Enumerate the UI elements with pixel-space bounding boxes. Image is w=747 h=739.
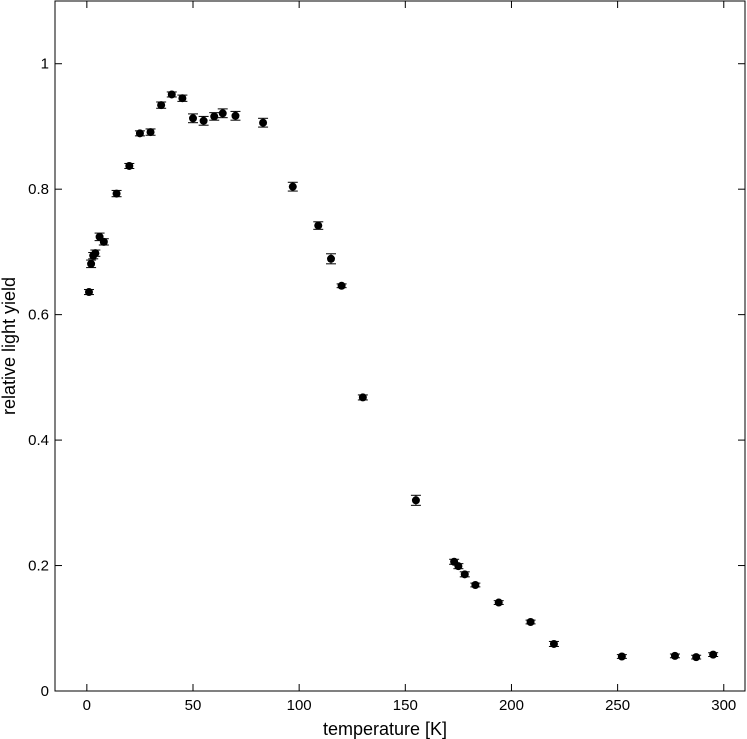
data-marker	[709, 650, 718, 659]
data-point	[145, 128, 156, 137]
data-point	[124, 161, 135, 170]
data-marker	[549, 639, 558, 648]
data-marker	[327, 254, 335, 263]
data-marker	[460, 570, 469, 579]
data-marker	[617, 652, 626, 661]
x-tick-label: 200	[499, 697, 524, 714]
y-tick-label: 0.6	[28, 307, 49, 324]
data-point	[708, 650, 719, 659]
data-marker	[670, 651, 679, 660]
data-marker	[87, 259, 96, 268]
x-axis-title: temperature [K]	[323, 719, 447, 739]
y-axis-title: relative light yield	[0, 277, 19, 415]
data-point	[134, 129, 145, 138]
y-tick-label: 0	[41, 683, 49, 700]
data-point	[83, 288, 94, 297]
data-point	[166, 90, 177, 99]
data-series	[83, 90, 719, 662]
data-point	[86, 259, 97, 269]
x-tick-label: 100	[287, 697, 312, 714]
data-marker	[157, 101, 166, 110]
y-tick-label: 0.4	[28, 432, 49, 449]
data-point	[326, 253, 336, 265]
data-point	[548, 639, 559, 648]
data-marker	[99, 237, 108, 246]
data-marker	[125, 161, 134, 170]
y-tick-label: 0.2	[28, 558, 49, 575]
data-marker	[526, 618, 535, 626]
data-marker	[358, 393, 367, 402]
data-marker	[231, 111, 240, 120]
data-point	[453, 562, 464, 571]
data-point	[177, 94, 188, 103]
x-tick-label: 300	[711, 697, 736, 714]
data-point	[98, 237, 109, 246]
data-marker	[178, 94, 187, 103]
y-tick-label: 0.8	[28, 181, 49, 198]
x-tick-label: 50	[185, 697, 202, 714]
data-marker	[494, 598, 503, 607]
data-point	[470, 580, 481, 589]
data-point	[90, 249, 101, 258]
data-marker	[314, 221, 323, 230]
data-point	[313, 221, 324, 230]
y-axis: 0 0.2 0.4 0.6 0.8 1	[28, 56, 745, 700]
plot-area	[54, 0, 746, 692]
x-tick-label: 0	[83, 697, 91, 714]
data-point	[336, 281, 347, 290]
data-point	[287, 181, 298, 192]
data-point	[669, 651, 680, 660]
data-marker	[112, 189, 121, 198]
data-marker	[454, 562, 463, 571]
data-marker	[84, 288, 93, 297]
data-point	[156, 101, 167, 110]
data-marker	[259, 118, 268, 127]
data-marker	[91, 249, 100, 258]
data-marker	[199, 116, 208, 125]
data-point	[459, 570, 470, 579]
data-marker	[411, 496, 420, 505]
data-point	[691, 653, 702, 662]
data-marker	[288, 182, 297, 191]
data-point	[357, 393, 368, 402]
data-point	[188, 113, 198, 124]
data-marker	[146, 128, 155, 137]
data-point	[410, 494, 421, 506]
data-point	[230, 110, 241, 121]
data-marker	[692, 653, 701, 662]
data-marker	[471, 580, 480, 589]
data-point	[493, 598, 504, 607]
data-marker	[337, 281, 346, 290]
data-point	[616, 652, 627, 661]
x-tick-label: 150	[393, 697, 418, 714]
data-point	[217, 108, 228, 119]
data-marker	[218, 109, 227, 118]
data-marker	[189, 114, 197, 123]
data-point	[258, 117, 269, 128]
x-tick-label: 250	[605, 697, 630, 714]
x-axis: 0 50 100 150 200 250 300	[83, 1, 736, 714]
data-point	[198, 115, 209, 126]
data-marker	[135, 129, 144, 138]
data-marker	[167, 90, 176, 99]
data-marker	[210, 112, 219, 121]
y-tick-label: 1	[41, 56, 49, 73]
data-point	[111, 189, 122, 198]
data-point	[209, 112, 220, 121]
data-point	[525, 618, 536, 626]
